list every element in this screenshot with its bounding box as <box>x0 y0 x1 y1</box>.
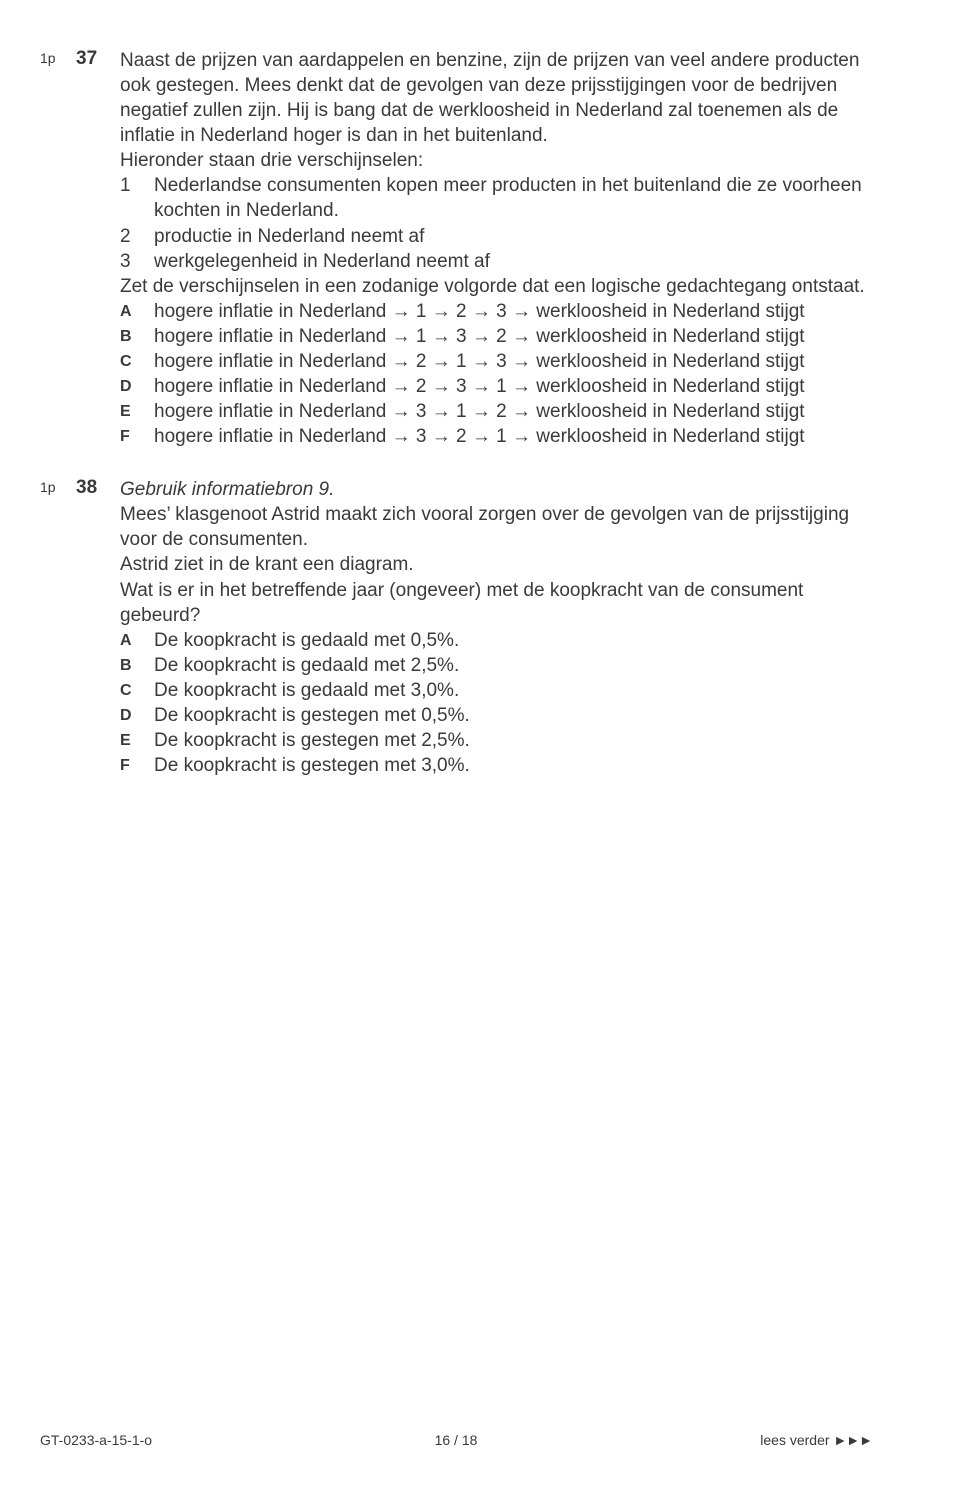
footer-continue-text: lees verder <box>760 1432 833 1448</box>
instruction-text: Zet de verschijnselen in een zodanige vo… <box>120 274 872 299</box>
intro-paragraph: Hieronder staan drie verschijnselen: <box>120 148 872 173</box>
option-text: De koopkracht is gestegen met 3,0%. <box>154 753 872 778</box>
option-text: De koopkracht is gedaald met 0,5%. <box>154 628 872 653</box>
option-letter: C <box>120 349 154 372</box>
option-letter: F <box>120 424 154 447</box>
source-reference: Gebruik informatiebron 9. <box>120 477 872 502</box>
page: 1p 37 Naast de prijzen van aardappelen e… <box>0 0 960 1488</box>
item-text: Nederlandse consumenten kopen meer produ… <box>154 173 872 223</box>
option-text: De koopkracht is gestegen met 2,5%. <box>154 728 872 753</box>
question-body: Gebruik informatiebron 9. Mees’ klasgeno… <box>120 477 872 778</box>
option-letter: F <box>120 753 154 776</box>
option-text: De koopkracht is gedaald met 3,0%. <box>154 678 872 703</box>
numbered-item: 3 werkgelegenheid in Nederland neemt af <box>120 249 872 274</box>
question-number: 37 <box>76 48 120 70</box>
intro-paragraph: Wat is er in het betreffende jaar (ongev… <box>120 578 872 628</box>
footer-page-number: 16 / 18 <box>40 1432 872 1448</box>
option-text: hogere inflatie in Nederland → 2 → 1 → 3… <box>154 349 872 374</box>
item-text: werkgelegenheid in Nederland neemt af <box>154 249 872 274</box>
item-number: 1 <box>120 173 154 198</box>
answer-option: A De koopkracht is gedaald met 0,5%. <box>120 628 872 653</box>
option-letter: A <box>120 299 154 322</box>
answer-option: F De koopkracht is gestegen met 3,0%. <box>120 753 872 778</box>
option-text: hogere inflatie in Nederland → 3 → 2 → 1… <box>154 424 872 449</box>
answer-option: E hogere inflatie in Nederland → 3 → 1 →… <box>120 399 872 424</box>
option-letter: A <box>120 628 154 651</box>
answer-option: C hogere inflatie in Nederland → 2 → 1 →… <box>120 349 872 374</box>
option-letter: B <box>120 653 154 676</box>
answer-option: C De koopkracht is gedaald met 3,0%. <box>120 678 872 703</box>
option-letter: D <box>120 374 154 397</box>
intro-paragraph: Naast de prijzen van aardappelen en benz… <box>120 48 872 148</box>
numbered-item: 2 productie in Nederland neemt af <box>120 224 872 249</box>
option-text: hogere inflatie in Nederland → 3 → 1 → 2… <box>154 399 872 424</box>
answer-option: B De koopkracht is gedaald met 2,5%. <box>120 653 872 678</box>
answer-option: E De koopkracht is gestegen met 2,5%. <box>120 728 872 753</box>
question-37: 1p 37 Naast de prijzen van aardappelen e… <box>40 48 872 449</box>
option-letter: D <box>120 703 154 726</box>
answer-option: D De koopkracht is gestegen met 0,5%. <box>120 703 872 728</box>
footer-continue: lees verder ►►► <box>760 1432 872 1448</box>
question-38: 1p 38 Gebruik informatiebron 9. Mees’ kl… <box>40 477 872 778</box>
answer-option: F hogere inflatie in Nederland → 3 → 2 →… <box>120 424 872 449</box>
option-text: De koopkracht is gedaald met 2,5%. <box>154 653 872 678</box>
page-footer: GT-0233-a-15-1-o 16 / 18 lees verder ►►► <box>40 1432 872 1448</box>
option-letter: C <box>120 678 154 701</box>
item-number: 2 <box>120 224 154 249</box>
option-letter: E <box>120 728 154 751</box>
points-label: 1p <box>40 48 76 66</box>
points-label: 1p <box>40 477 76 495</box>
answer-option: D hogere inflatie in Nederland → 2 → 3 →… <box>120 374 872 399</box>
option-letter: B <box>120 324 154 347</box>
option-text: hogere inflatie in Nederland → 1 → 3 → 2… <box>154 324 872 349</box>
option-text: De koopkracht is gestegen met 0,5%. <box>154 703 872 728</box>
question-body: Naast de prijzen van aardappelen en benz… <box>120 48 872 449</box>
arrow-right-icon: ►►► <box>833 1432 872 1448</box>
numbered-item: 1 Nederlandse consumenten kopen meer pro… <box>120 173 872 223</box>
answer-option: B hogere inflatie in Nederland → 1 → 3 →… <box>120 324 872 349</box>
item-text: productie in Nederland neemt af <box>154 224 872 249</box>
intro-paragraph: Astrid ziet in de krant een diagram. <box>120 552 872 577</box>
footer-doc-code: GT-0233-a-15-1-o <box>40 1432 152 1448</box>
option-text: hogere inflatie in Nederland → 1 → 2 → 3… <box>154 299 872 324</box>
intro-paragraph: Mees’ klasgenoot Astrid maakt zich voora… <box>120 502 872 552</box>
answer-option: A hogere inflatie in Nederland → 1 → 2 →… <box>120 299 872 324</box>
item-number: 3 <box>120 249 154 274</box>
question-number: 38 <box>76 477 120 499</box>
option-letter: E <box>120 399 154 422</box>
option-text: hogere inflatie in Nederland → 2 → 3 → 1… <box>154 374 872 399</box>
